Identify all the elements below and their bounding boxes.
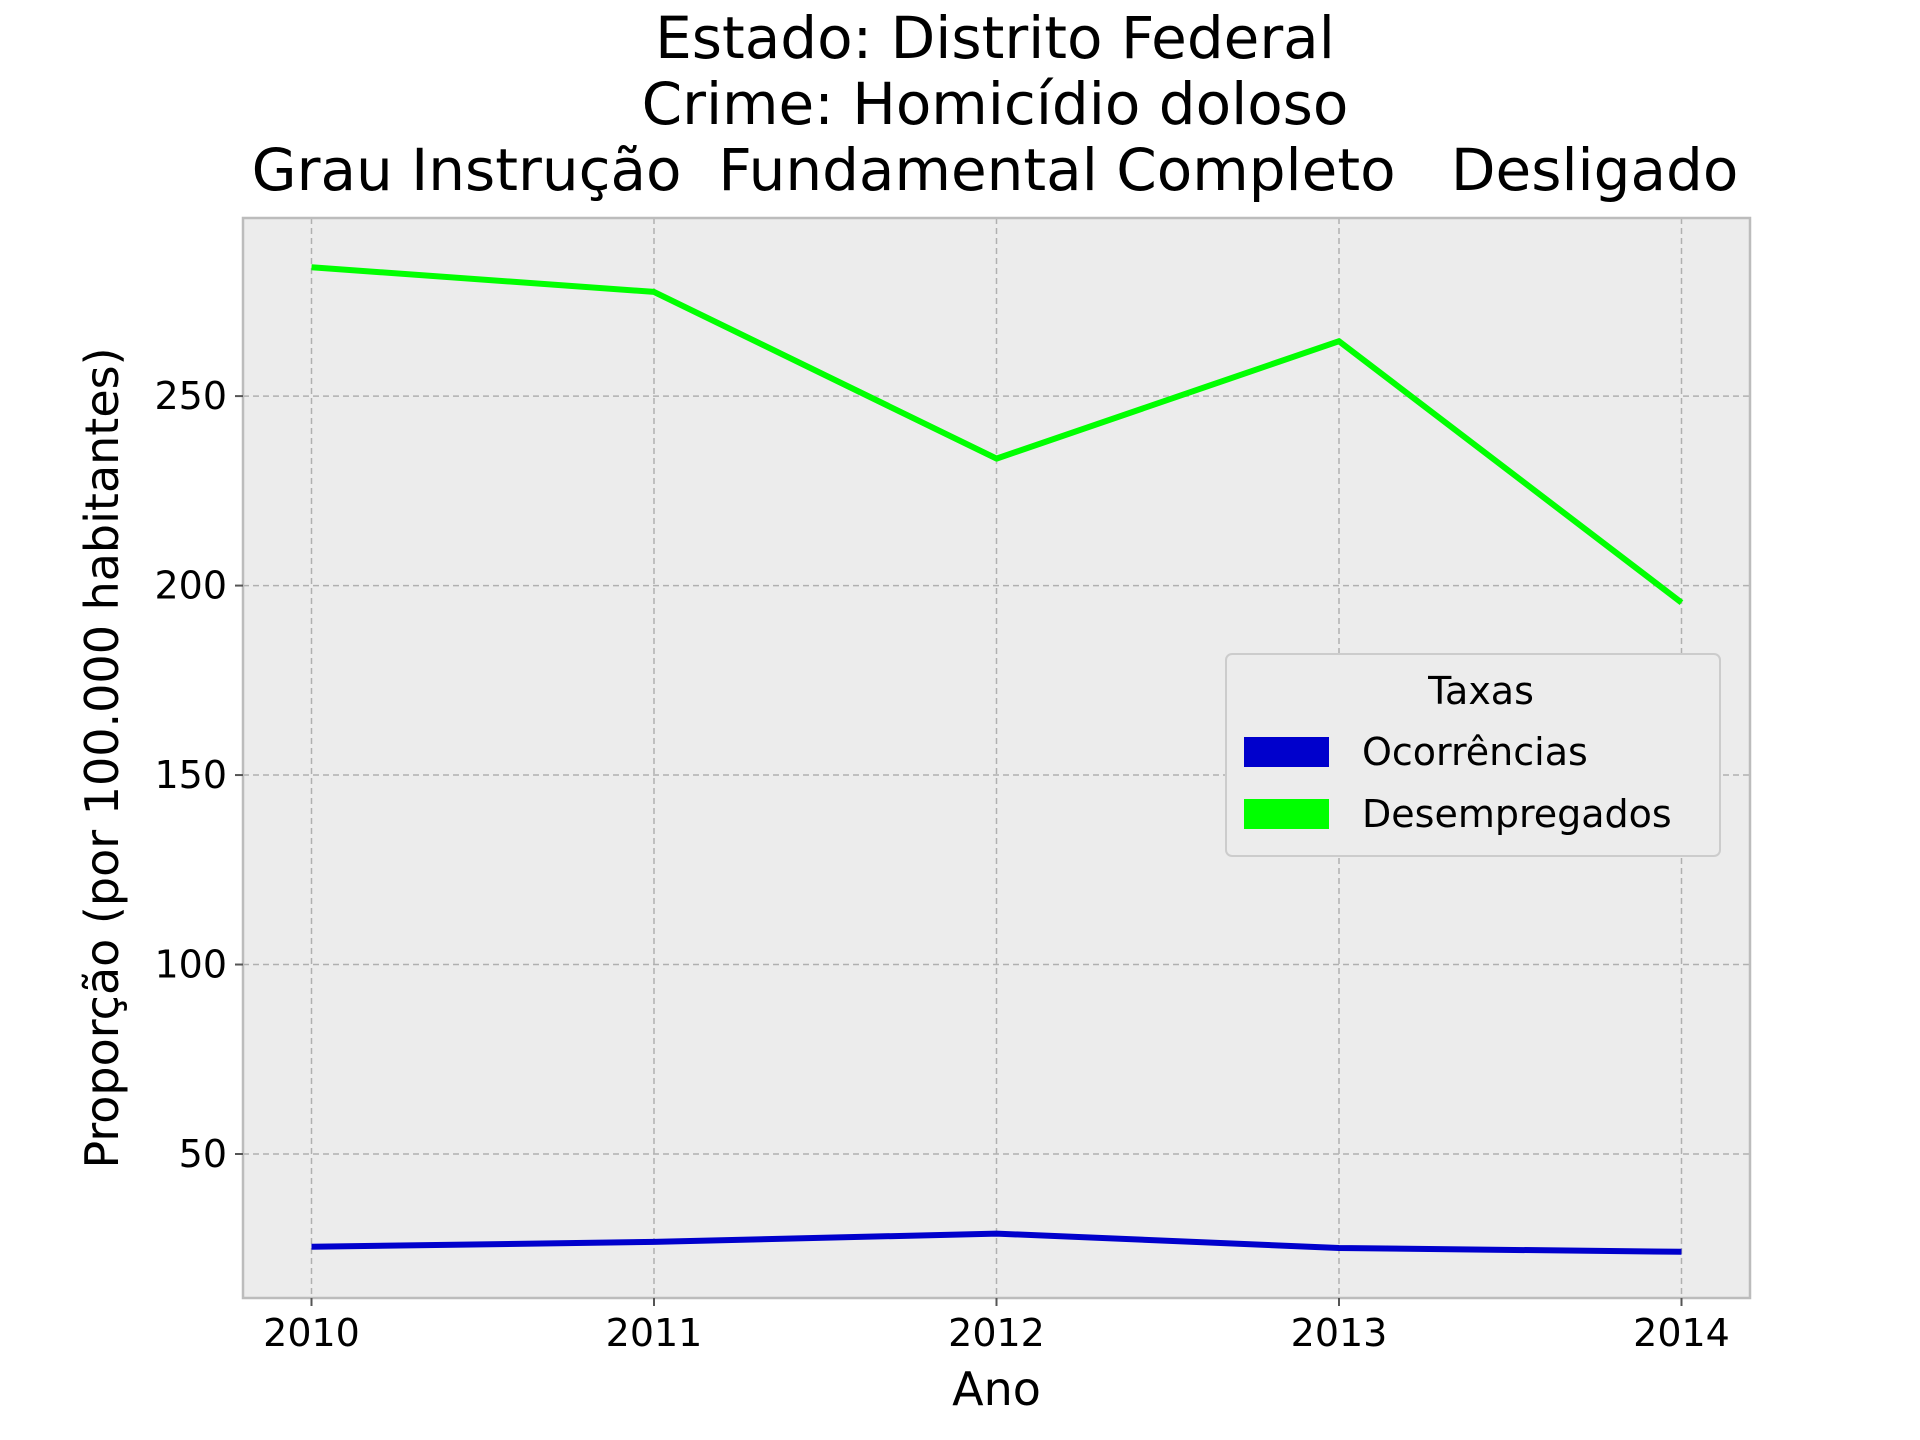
legend-label: Ocorrências	[1362, 730, 1588, 774]
y-tick-label: 200	[154, 564, 227, 608]
series-line-ocorrencias	[311, 1230, 1682, 1255]
title-line-3: Grau Instrução Fundamental Completo Desl…	[252, 136, 1739, 204]
series-line-desempregados	[311, 264, 1684, 605]
legend-box	[1225, 653, 1721, 857]
x-tick-label: 2010	[263, 1311, 360, 1355]
y-tick-label: 150	[154, 753, 227, 797]
x-tick-label: 2013	[1291, 1311, 1388, 1355]
legend: Taxas Ocorrências Desempregados	[1225, 653, 1721, 857]
series-lines	[311, 264, 1684, 1255]
legend-swatch	[1244, 737, 1329, 767]
chart-title: Estado: Distrito Federal Crime: Homicídi…	[252, 4, 1739, 204]
y-axis-label: Proporção (por 100.000 habitantes)	[75, 347, 129, 1168]
legend-items: Ocorrências Desempregados	[1244, 730, 1672, 836]
title-line-1: Estado: Distrito Federal	[655, 4, 1335, 72]
x-tick-label: 2014	[1633, 1311, 1730, 1355]
x-tick-label: 2011	[606, 1311, 703, 1355]
legend-swatch	[1244, 799, 1329, 829]
y-axis-ticks: 50 100 150 200 250	[154, 374, 243, 1176]
x-axis-ticks: 2010 2011 2012 2013 2014	[263, 1298, 1730, 1355]
y-tick-label: 50	[179, 1132, 227, 1176]
grid-lines	[243, 218, 1750, 1298]
x-tick-label: 2012	[948, 1311, 1045, 1355]
y-tick-label: 250	[154, 374, 227, 418]
legend-label: Desempregados	[1362, 792, 1672, 836]
x-axis-label: Ano	[952, 1362, 1041, 1416]
legend-title: Taxas	[1427, 669, 1534, 713]
title-line-2: Crime: Homicídio doloso	[642, 70, 1349, 138]
y-tick-label: 100	[154, 943, 227, 987]
